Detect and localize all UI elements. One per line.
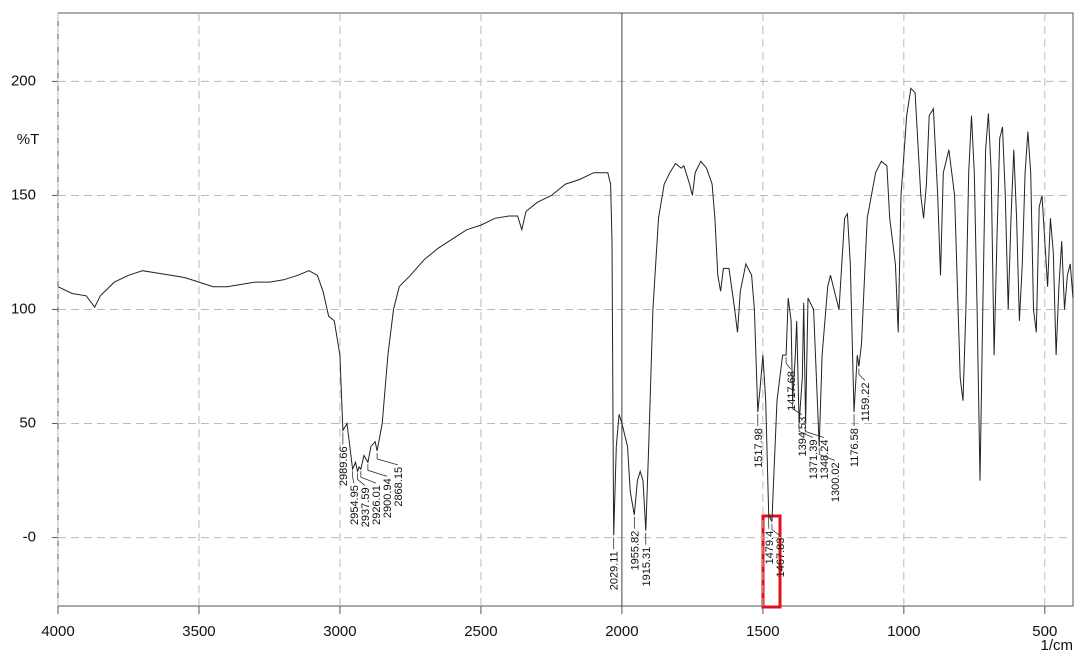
x-tick-label: 2500 bbox=[464, 623, 497, 640]
peak-label: 2989.66 bbox=[338, 446, 350, 486]
leader-line bbox=[859, 369, 865, 381]
y-tick-label: 200 bbox=[11, 72, 36, 89]
x-tick-label: 3500 bbox=[182, 623, 215, 640]
peak-label: 1517.98 bbox=[753, 428, 765, 468]
peak-label: 1915.31 bbox=[641, 547, 653, 587]
y-tick-label: 150 bbox=[11, 186, 36, 203]
peak-label: 1176.58 bbox=[849, 428, 861, 467]
spectrum-line bbox=[58, 88, 1073, 535]
y-tick-label: 50 bbox=[19, 415, 36, 432]
y-axis-label: %T bbox=[17, 131, 40, 148]
peak-label: 1159.22 bbox=[860, 383, 872, 422]
peak-label: 2029.11 bbox=[609, 551, 621, 590]
leader-line bbox=[353, 471, 354, 483]
x-tick-label: 3000 bbox=[323, 623, 356, 640]
peak-label: 1467.83 bbox=[775, 538, 787, 578]
x-tick-label: 4000 bbox=[41, 623, 74, 640]
peak-label: 1417.68 bbox=[786, 371, 798, 411]
x-tick-label: 500 bbox=[1032, 623, 1057, 640]
y-tick-label: 100 bbox=[11, 300, 36, 317]
peak-label: 1955.82 bbox=[629, 531, 641, 571]
x-tick-label: 2000 bbox=[605, 623, 638, 640]
peak-label: 2868.15 bbox=[393, 467, 405, 507]
peak-label: 1300.02 bbox=[830, 462, 842, 502]
leader-line bbox=[361, 471, 376, 483]
x-tick-label: 1500 bbox=[746, 623, 779, 640]
leader-line bbox=[368, 464, 387, 476]
x-tick-label: 1000 bbox=[887, 623, 920, 640]
y-tick-label: -0 bbox=[23, 529, 36, 546]
leader-line bbox=[786, 357, 791, 369]
leader-line bbox=[377, 453, 398, 465]
